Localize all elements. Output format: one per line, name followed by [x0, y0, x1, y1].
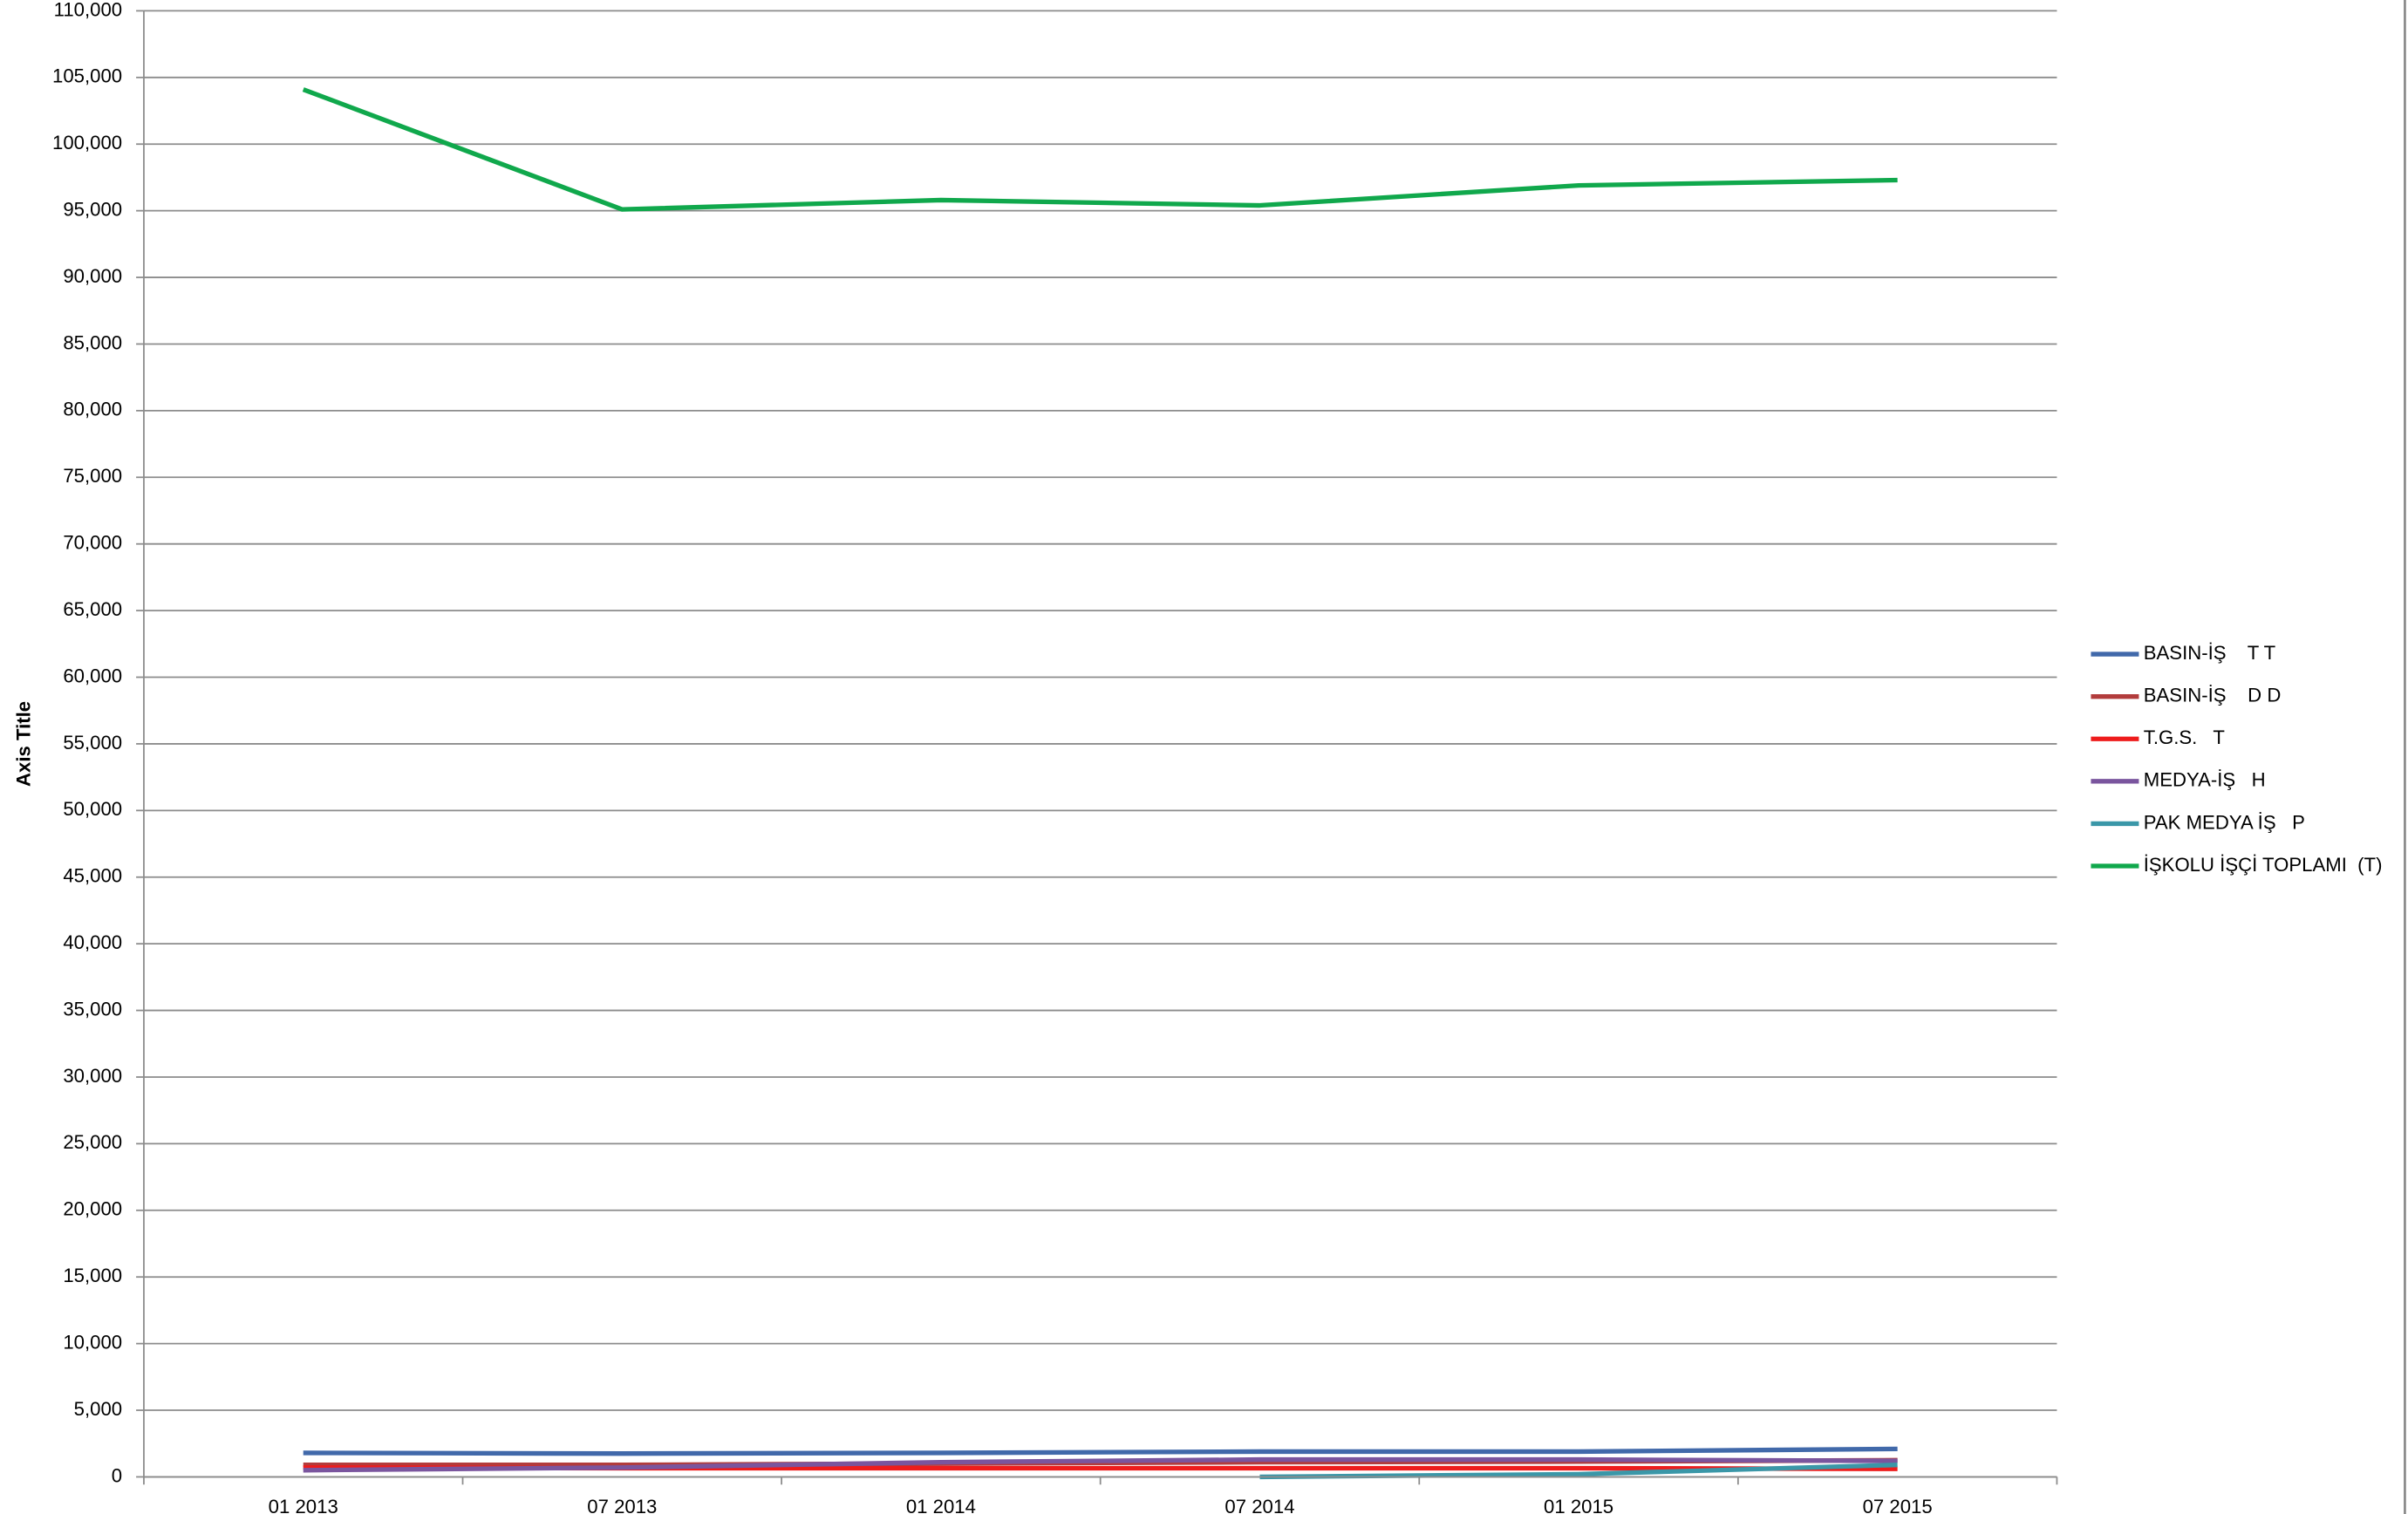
- y-tick-label: 105,000: [52, 65, 122, 87]
- y-tick-label: 85,000: [63, 331, 122, 353]
- y-tick-label: 60,000: [63, 665, 122, 686]
- series-line: [303, 1446, 1898, 1456]
- legend-label: İŞKOLU İŞÇİ TOPLAMI (T): [2144, 854, 2383, 876]
- y-tick-label: 70,000: [63, 532, 122, 554]
- y-tick-label: 30,000: [63, 1065, 122, 1087]
- y-tick-label: 20,000: [63, 1198, 122, 1220]
- x-tick-label: 07 2014: [1224, 1496, 1294, 1514]
- y-tick-label: 90,000: [63, 265, 122, 287]
- legend-label: BASIN-İŞ T T: [2144, 642, 2276, 664]
- y-axis-title: Axis Title: [12, 701, 34, 787]
- series-line: [302, 87, 1898, 212]
- legend-label: BASIN-İŞ D D: [2144, 685, 2282, 706]
- y-tick-label: 15,000: [63, 1265, 122, 1286]
- x-tick-label: 01 2015: [1544, 1496, 1613, 1514]
- legend-label: MEDYA-İŞ H: [2144, 769, 2266, 791]
- y-tick-label: 35,000: [63, 998, 122, 1020]
- y-tick-label: 110,000: [54, 0, 122, 20]
- series-line: [1259, 1463, 1898, 1480]
- legend-label: PAK MEDYA İŞ P: [2144, 811, 2305, 833]
- y-tick-label: 5,000: [74, 1398, 122, 1420]
- series-line: [303, 1456, 1898, 1473]
- legend-label: T.G.S. T: [2144, 726, 2226, 748]
- y-tick-label: 50,000: [63, 798, 122, 820]
- y-tick-label: 40,000: [63, 931, 122, 953]
- y-tick-label: 10,000: [63, 1331, 122, 1353]
- y-tick-label: 75,000: [63, 465, 122, 487]
- x-tick-label: 01 2014: [906, 1496, 976, 1514]
- y-tick-label: 25,000: [63, 1131, 122, 1153]
- y-tick-label: 65,000: [63, 598, 122, 620]
- y-tick-label: 95,000: [63, 199, 122, 221]
- y-tick-label: 45,000: [63, 865, 122, 887]
- x-tick-label: 01 2013: [269, 1496, 338, 1514]
- y-tick-label: 100,000: [52, 132, 122, 153]
- y-tick-label: 80,000: [63, 399, 122, 420]
- x-tick-label: 07 2013: [587, 1496, 657, 1514]
- x-tick-label: 07 2015: [1863, 1496, 1933, 1514]
- y-tick-label: 0: [112, 1464, 122, 1486]
- y-tick-label: 55,000: [63, 732, 122, 754]
